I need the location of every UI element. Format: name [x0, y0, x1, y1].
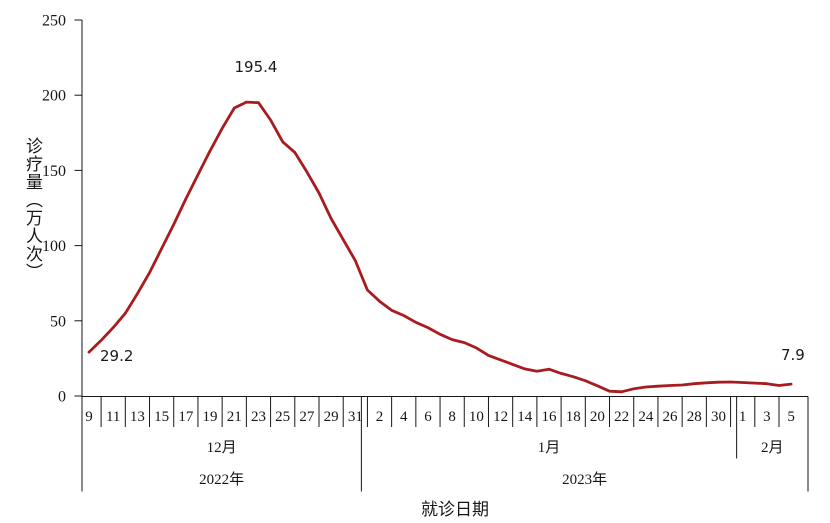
y-tick-label: 50 [50, 313, 66, 330]
x-tick-label: 24 [638, 409, 654, 425]
series-line [87, 100, 793, 394]
y-axis-title: 诊疗量（万人次） [23, 137, 42, 281]
x-tick-label: 10 [469, 409, 484, 425]
x-tick-label: 26 [663, 409, 679, 425]
y-tick-label: 100 [42, 238, 66, 255]
x-tick-label: 27 [299, 409, 315, 425]
data-label-peak: 195.4 [234, 58, 278, 76]
month-label: 1月 [538, 440, 561, 456]
x-tick-label: 16 [541, 409, 557, 425]
x-tick-label: 18 [566, 409, 581, 425]
x-tick-label: 5 [787, 409, 795, 425]
x-tick-label: 4 [400, 409, 408, 425]
y-tick-label: 200 [42, 88, 66, 105]
x-tick-label: 17 [178, 409, 194, 425]
y-tick-label: 0 [58, 389, 66, 406]
year-label-2022: 2022年 [199, 471, 244, 488]
x-tick-label: 13 [130, 409, 145, 425]
x-tick-label: 21 [227, 409, 242, 425]
x-tick-label: 31 [348, 409, 363, 425]
x-tick-label: 23 [251, 409, 266, 425]
data-label-last-point: 7.9 [781, 346, 805, 364]
month-label: 12月 [207, 440, 237, 456]
x-tick-label: 25 [275, 409, 290, 425]
x-tick-label: 1 [739, 409, 747, 425]
x-tick-label: 29 [324, 409, 339, 425]
x-tick-label: 12 [493, 409, 508, 425]
year-label-2023: 2023年 [562, 471, 607, 488]
x-tick-label: 9 [85, 409, 93, 425]
y-tick-label: 250 [42, 13, 66, 30]
month-label: 2月 [761, 440, 784, 456]
x-tick-label: 15 [154, 409, 169, 425]
x-tick-label: 14 [517, 409, 533, 425]
x-tick-label: 22 [614, 409, 629, 425]
x-axis-title: 就诊日期 [421, 500, 489, 519]
x-tick-label: 2 [376, 409, 384, 425]
x-tick-label: 11 [106, 409, 120, 425]
x-tick-label: 20 [590, 409, 605, 425]
x-tick-label: 8 [448, 409, 456, 425]
x-tick-label: 30 [711, 409, 726, 425]
x-tick-label: 28 [687, 409, 702, 425]
y-tick-label: 150 [42, 163, 66, 180]
x-tick-label: 19 [203, 409, 218, 425]
x-tick-label: 6 [424, 409, 432, 425]
x-tick-label: 3 [763, 409, 771, 425]
data-label-first-point: 29.2 [100, 347, 134, 365]
